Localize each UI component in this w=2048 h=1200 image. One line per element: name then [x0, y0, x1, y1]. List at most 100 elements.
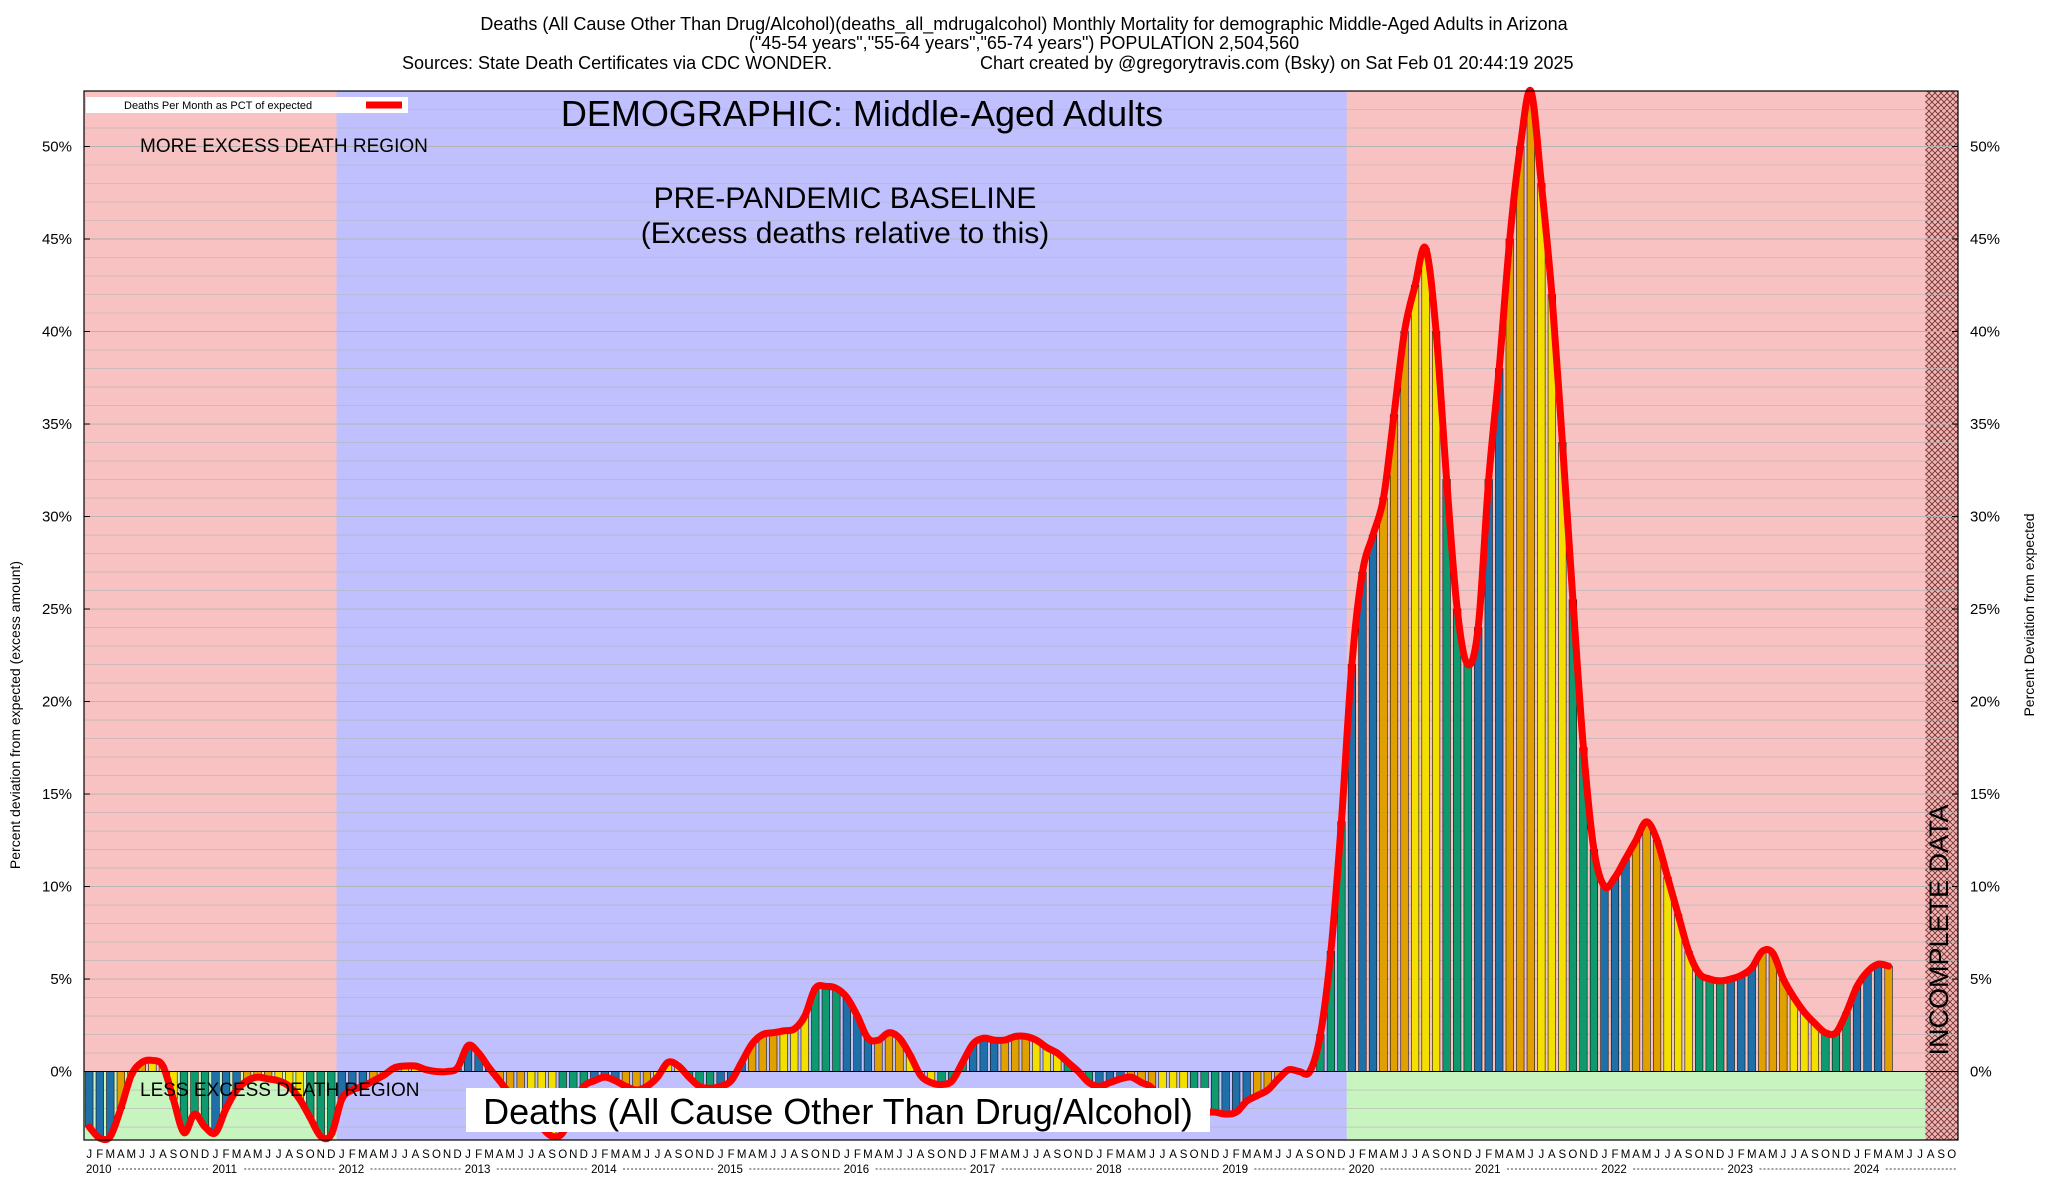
x-tick-label: N — [822, 1149, 830, 1161]
x-tick-label: A — [1927, 1149, 1935, 1161]
x-tick-label: J — [591, 1149, 597, 1161]
x-tick-label: A — [917, 1149, 925, 1161]
x-tick-label: S — [801, 1149, 809, 1161]
bar — [884, 1032, 894, 1072]
x-tick-label: M — [505, 1149, 515, 1161]
more-excess-region-label: MORE EXCESS DEATH REGION — [140, 136, 428, 157]
x-tick-label: M — [884, 1149, 894, 1161]
y-tick-label-left: 25% — [42, 601, 72, 618]
x-tick-label: S — [927, 1149, 935, 1161]
x-tick-label: J — [1665, 1149, 1671, 1161]
bar — [1495, 368, 1504, 1072]
y-tick-label-left: 5% — [50, 971, 72, 988]
x-tick-label: A — [243, 1149, 251, 1161]
y-tick-label-left: 0% — [50, 1064, 72, 1081]
bar — [1389, 414, 1399, 1072]
bar — [1442, 479, 1451, 1072]
x-tick-label: S — [675, 1149, 683, 1161]
x-tick-label: S — [1432, 1149, 1440, 1161]
bar — [1474, 627, 1483, 1072]
y-tick-label-left: 10% — [42, 879, 72, 896]
x-tick-label: A — [1548, 1149, 1556, 1161]
x-tick-label: J — [1097, 1149, 1103, 1161]
incomplete-data-region — [1925, 91, 1958, 1140]
x-year-label: 2015 — [717, 1164, 743, 1176]
x-tick-label: M — [1515, 1149, 1525, 1161]
x-tick-label: J — [139, 1149, 145, 1161]
x-tick-label: A — [412, 1149, 420, 1161]
bar — [1421, 247, 1430, 1072]
x-tick-label: A — [1043, 1149, 1051, 1161]
y-tick-label-left: 20% — [42, 694, 72, 711]
x-tick-label: J — [781, 1149, 787, 1161]
x-tick-label: J — [150, 1149, 156, 1161]
x-tick-label: O — [685, 1149, 694, 1161]
x-tick-label: A — [1380, 1149, 1388, 1161]
x-tick-label: J — [1917, 1149, 1923, 1161]
x-tick-label: A — [117, 1149, 125, 1161]
x-tick-label: S — [1685, 1149, 1693, 1161]
y-tick-label-right: 10% — [1970, 879, 2000, 896]
x-tick-label: J — [1602, 1149, 1608, 1161]
x-tick-label: A — [1885, 1149, 1893, 1161]
x-tick-label: F — [475, 1149, 482, 1161]
y-tick-label-right: 50% — [1970, 139, 2000, 156]
bar — [1526, 90, 1535, 1072]
x-tick-label: M — [358, 1149, 368, 1161]
x-tick-label: M — [1010, 1149, 1020, 1161]
bar — [1600, 886, 1609, 1072]
bar — [1505, 238, 1514, 1072]
x-year-label: 2019 — [1222, 1164, 1248, 1176]
x-tick-label: M — [379, 1149, 389, 1161]
x-tick-label: J — [897, 1149, 903, 1161]
x-tick-label: A — [875, 1149, 883, 1161]
x-tick-label: J — [265, 1149, 271, 1161]
bar — [1631, 839, 1641, 1072]
baseline-region — [336, 91, 1347, 1140]
x-tick-label: S — [1937, 1149, 1945, 1161]
x-tick-label: S — [1053, 1149, 1061, 1161]
x-tick-label: M — [1768, 1149, 1778, 1161]
bar — [1211, 1071, 1220, 1113]
bar — [832, 987, 841, 1072]
x-tick-label: J — [1780, 1149, 1786, 1161]
bar — [1652, 839, 1662, 1072]
x-year-label: 2021 — [1475, 1164, 1501, 1176]
y-tick-label-right: 35% — [1970, 416, 2000, 433]
x-tick-label: A — [1127, 1149, 1135, 1161]
x-tick-label: J — [718, 1149, 724, 1161]
x-tick-label: N — [1832, 1149, 1840, 1161]
x-tick-label: J — [844, 1149, 850, 1161]
x-tick-label: D — [1085, 1149, 1093, 1161]
bar — [1547, 294, 1556, 1072]
x-tick-label: D — [1211, 1149, 1219, 1161]
bar — [1831, 1032, 1841, 1072]
bar — [1000, 1039, 1009, 1072]
x-tick-label: M — [127, 1149, 137, 1161]
x-tick-label: D — [1464, 1149, 1472, 1161]
x-tick-label: D — [1842, 1149, 1850, 1161]
x-tick-label: J — [1286, 1149, 1292, 1161]
x-tick-label: F — [601, 1149, 608, 1161]
bar — [1558, 442, 1567, 1072]
x-tick-label: J — [1728, 1149, 1734, 1161]
x-tick-label: M — [1642, 1149, 1652, 1161]
bar — [790, 1028, 799, 1072]
x-tick-label: D — [958, 1149, 966, 1161]
x-tick-label: N — [695, 1149, 703, 1161]
x-tick-label: A — [622, 1149, 630, 1161]
x-year-label: 2013 — [465, 1164, 491, 1176]
bar — [1873, 963, 1883, 1072]
x-tick-label: A — [1253, 1149, 1261, 1161]
x-tick-label: M — [1389, 1149, 1399, 1161]
x-tick-label: N — [948, 1149, 956, 1161]
x-tick-label: S — [1811, 1149, 1819, 1161]
x-year-label: 2022 — [1601, 1164, 1627, 1176]
x-tick-label: J — [528, 1149, 534, 1161]
metric-label-box — [466, 1088, 1210, 1132]
x-tick-label: J — [770, 1149, 776, 1161]
x-tick-label: J — [1402, 1149, 1408, 1161]
x-tick-label: A — [285, 1149, 293, 1161]
x-tick-label: F — [96, 1149, 103, 1161]
